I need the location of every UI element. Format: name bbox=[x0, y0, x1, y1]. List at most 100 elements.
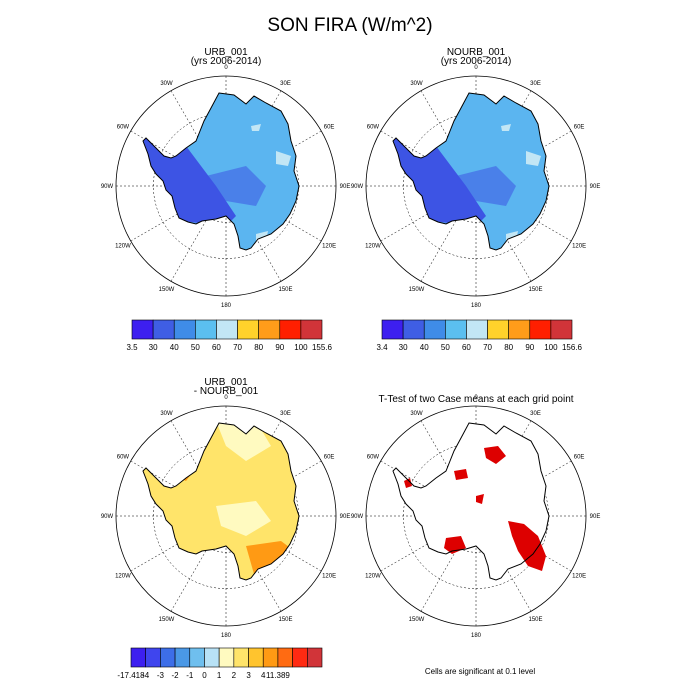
colorbar-diff-box bbox=[233, 647, 249, 668]
colorbar-urb-box bbox=[152, 319, 175, 340]
ttest-lon-label: 180 bbox=[471, 633, 482, 639]
ttest-lon-label: 30E bbox=[530, 411, 541, 417]
colorbar-diff-box bbox=[145, 647, 161, 668]
diff-lon-label: 60E bbox=[324, 455, 335, 461]
panel-nourb-subtitle: (yrs 2006-2014) bbox=[441, 56, 512, 67]
significant-cells-3 bbox=[476, 494, 484, 504]
colorbar-diff-label: -17.418 bbox=[117, 671, 145, 680]
nourb-lon-label: 150E bbox=[528, 287, 542, 293]
colorbar-urb-label: 70 bbox=[233, 343, 242, 352]
colorbar-nourb-box bbox=[550, 319, 573, 340]
urb-lon-label: 30W bbox=[160, 81, 173, 87]
urb-polar-map: 0 30E 60E 90E 120E 150E 180 150W 120W 90W 60W 30W bbox=[101, 65, 351, 309]
colorbar-diff-label: 1 bbox=[217, 671, 222, 680]
ttest-map-border bbox=[365, 405, 587, 627]
panel-urb: URB_001 (yrs 2006-2014) 0 30E 60E 90E 120E 15… bbox=[101, 47, 351, 309]
colorbar-diff-box bbox=[160, 647, 176, 668]
figure-title: SON FIRA (W/m^2) bbox=[267, 15, 432, 36]
colorbar-urb-label: 90 bbox=[275, 343, 284, 352]
colorbar-diff-box bbox=[277, 647, 293, 668]
colorbar-diff-box bbox=[174, 647, 191, 668]
colorbar-nourb-label: 100 bbox=[544, 343, 558, 352]
colorbar-nourb: 3.4 30 40 50 60 70 80 90 100 156.6 bbox=[376, 319, 583, 352]
colorbar-urb-box bbox=[279, 319, 302, 340]
ttest-lon-label: 150W bbox=[409, 617, 425, 623]
panel-nourb: NOURB_001 (yrs 2006-2014) 0 30E 60E 90E 120E… bbox=[351, 47, 601, 309]
colorbar-urb-box bbox=[258, 319, 281, 340]
colorbar-urb-box bbox=[131, 319, 154, 340]
colorbar-diff: -17.418-4 -3 -2 -1 0 1 2 3 4 11.389 bbox=[117, 647, 323, 680]
urb-high-value-patch-3 bbox=[251, 124, 261, 131]
nourb-longitude-labels: 0 30E 60E 90E 120E 150E 180 150W 120W 90W 60W 30W bbox=[351, 65, 601, 309]
nourb-map-border bbox=[365, 75, 587, 297]
colorbar-urb-label: 80 bbox=[254, 343, 263, 352]
urb-field-patches bbox=[143, 124, 291, 242]
nourb-antarctica-field bbox=[392, 92, 550, 251]
diff-lon-label: 90E bbox=[340, 514, 351, 520]
colorbar-urb: 3.5 30 40 50 60 70 80 90 100 155.6 bbox=[126, 319, 333, 352]
diff-lon-label: 150W bbox=[159, 617, 175, 623]
colorbar-nourb-box bbox=[466, 319, 488, 340]
colorbar-diff-box bbox=[218, 647, 235, 668]
panel-diff: URB_001 - NOURB_001 0 30E 60E 90E 120E 150E 18… bbox=[101, 377, 351, 639]
nourb-lon-label: 30W bbox=[410, 81, 423, 87]
colorbar-nourb-box bbox=[529, 319, 552, 340]
ttest-lon-label: 60E bbox=[574, 455, 585, 461]
diff-lon-label: 150E bbox=[278, 617, 292, 623]
colorbar-diff-box bbox=[262, 647, 279, 668]
nourb-polar-map: 0 30E 60E 90E 120E 150E 180 150W 120W 90W 60W 30W bbox=[351, 65, 601, 309]
urb-longitude-labels: 0 30E 60E 90E 120E 150E 180 150W 120W 90W 60W 30W bbox=[101, 65, 351, 309]
colorbar-diff-label: -1 bbox=[186, 671, 194, 680]
ttest-lon-label: 60W bbox=[367, 455, 380, 461]
urb-lon-label: 60E bbox=[324, 125, 335, 131]
colorbar-diff-label: 4 bbox=[261, 671, 266, 680]
colorbar-urb-box bbox=[195, 319, 217, 340]
colorbar-diff-label: 11.389 bbox=[266, 671, 290, 680]
nourb-interior-low bbox=[456, 166, 516, 206]
ttest-antarctica bbox=[392, 422, 550, 581]
colorbar-nourb-label: 80 bbox=[504, 343, 513, 352]
colorbar-nourb-box bbox=[487, 319, 509, 340]
diff-near-zero-patch-2 bbox=[216, 501, 271, 536]
nourb-lon-label: 90W bbox=[351, 184, 364, 190]
colorbar-nourb-label: 30 bbox=[399, 343, 408, 352]
diff-positive-region bbox=[246, 541, 299, 580]
urb-lon-label: 0 bbox=[224, 65, 228, 71]
colorbar-diff-label: -4 bbox=[142, 671, 150, 680]
ttest-lon-label: 120W bbox=[365, 574, 381, 580]
colorbar-nourb-label: 156.6 bbox=[562, 343, 583, 352]
colorbar-diff-box bbox=[248, 647, 264, 668]
colorbar-diff-label: -2 bbox=[172, 671, 180, 680]
colorbar-diff-label: 2 bbox=[232, 671, 237, 680]
nourb-lon-label: 0 bbox=[474, 65, 478, 71]
panel-ttest: T-Test of two Case means at each grid po… bbox=[351, 394, 601, 639]
nourb-lon-label: 90E bbox=[590, 184, 601, 190]
urb-map-border bbox=[115, 75, 337, 297]
colorbar-urb-label: 50 bbox=[191, 343, 200, 352]
urb-lon-label: 30E bbox=[280, 81, 291, 87]
colorbar-diff-box bbox=[204, 647, 220, 668]
colorbar-urb-box bbox=[237, 319, 259, 340]
colorbar-nourb-box bbox=[508, 319, 531, 340]
diff-lon-label: 120E bbox=[322, 574, 336, 580]
urb-lon-label: 150W bbox=[159, 287, 175, 293]
ttest-longitude-labels: 0 30E 60E 90E 120E 150E 180 150W 120W 90W 60W 30W bbox=[351, 395, 601, 639]
urb-high-value-patch-1 bbox=[276, 151, 291, 166]
colorbar-diff-box bbox=[189, 647, 205, 668]
urb-lon-label: 150E bbox=[278, 287, 292, 293]
colorbar-diff-box bbox=[307, 647, 323, 668]
colorbar-nourb-label: 70 bbox=[483, 343, 492, 352]
colorbar-nourb-box bbox=[445, 319, 467, 340]
colorbar-diff-box bbox=[292, 647, 308, 668]
urb-lon-label: 180 bbox=[221, 303, 232, 309]
diff-polar-map: 0 30E 60E 90E 120E 150E 180 150W 120W 90W 60W 30W bbox=[101, 395, 351, 639]
urb-lon-label: 120W bbox=[115, 244, 131, 250]
panel-urb-subtitle: (yrs 2006-2014) bbox=[191, 56, 262, 67]
panel-diff-subtitle: - NOURB_001 bbox=[194, 386, 259, 397]
urb-lon-label: 120E bbox=[322, 244, 336, 250]
colorbar-urb-label: 40 bbox=[170, 343, 179, 352]
colorbar-urb-box bbox=[300, 319, 323, 340]
diff-lon-label: 30W bbox=[160, 411, 173, 417]
ttest-polar-map: 0 30E 60E 90E 120E 150E 180 150W 120W 90W 60W 30W bbox=[351, 395, 601, 639]
